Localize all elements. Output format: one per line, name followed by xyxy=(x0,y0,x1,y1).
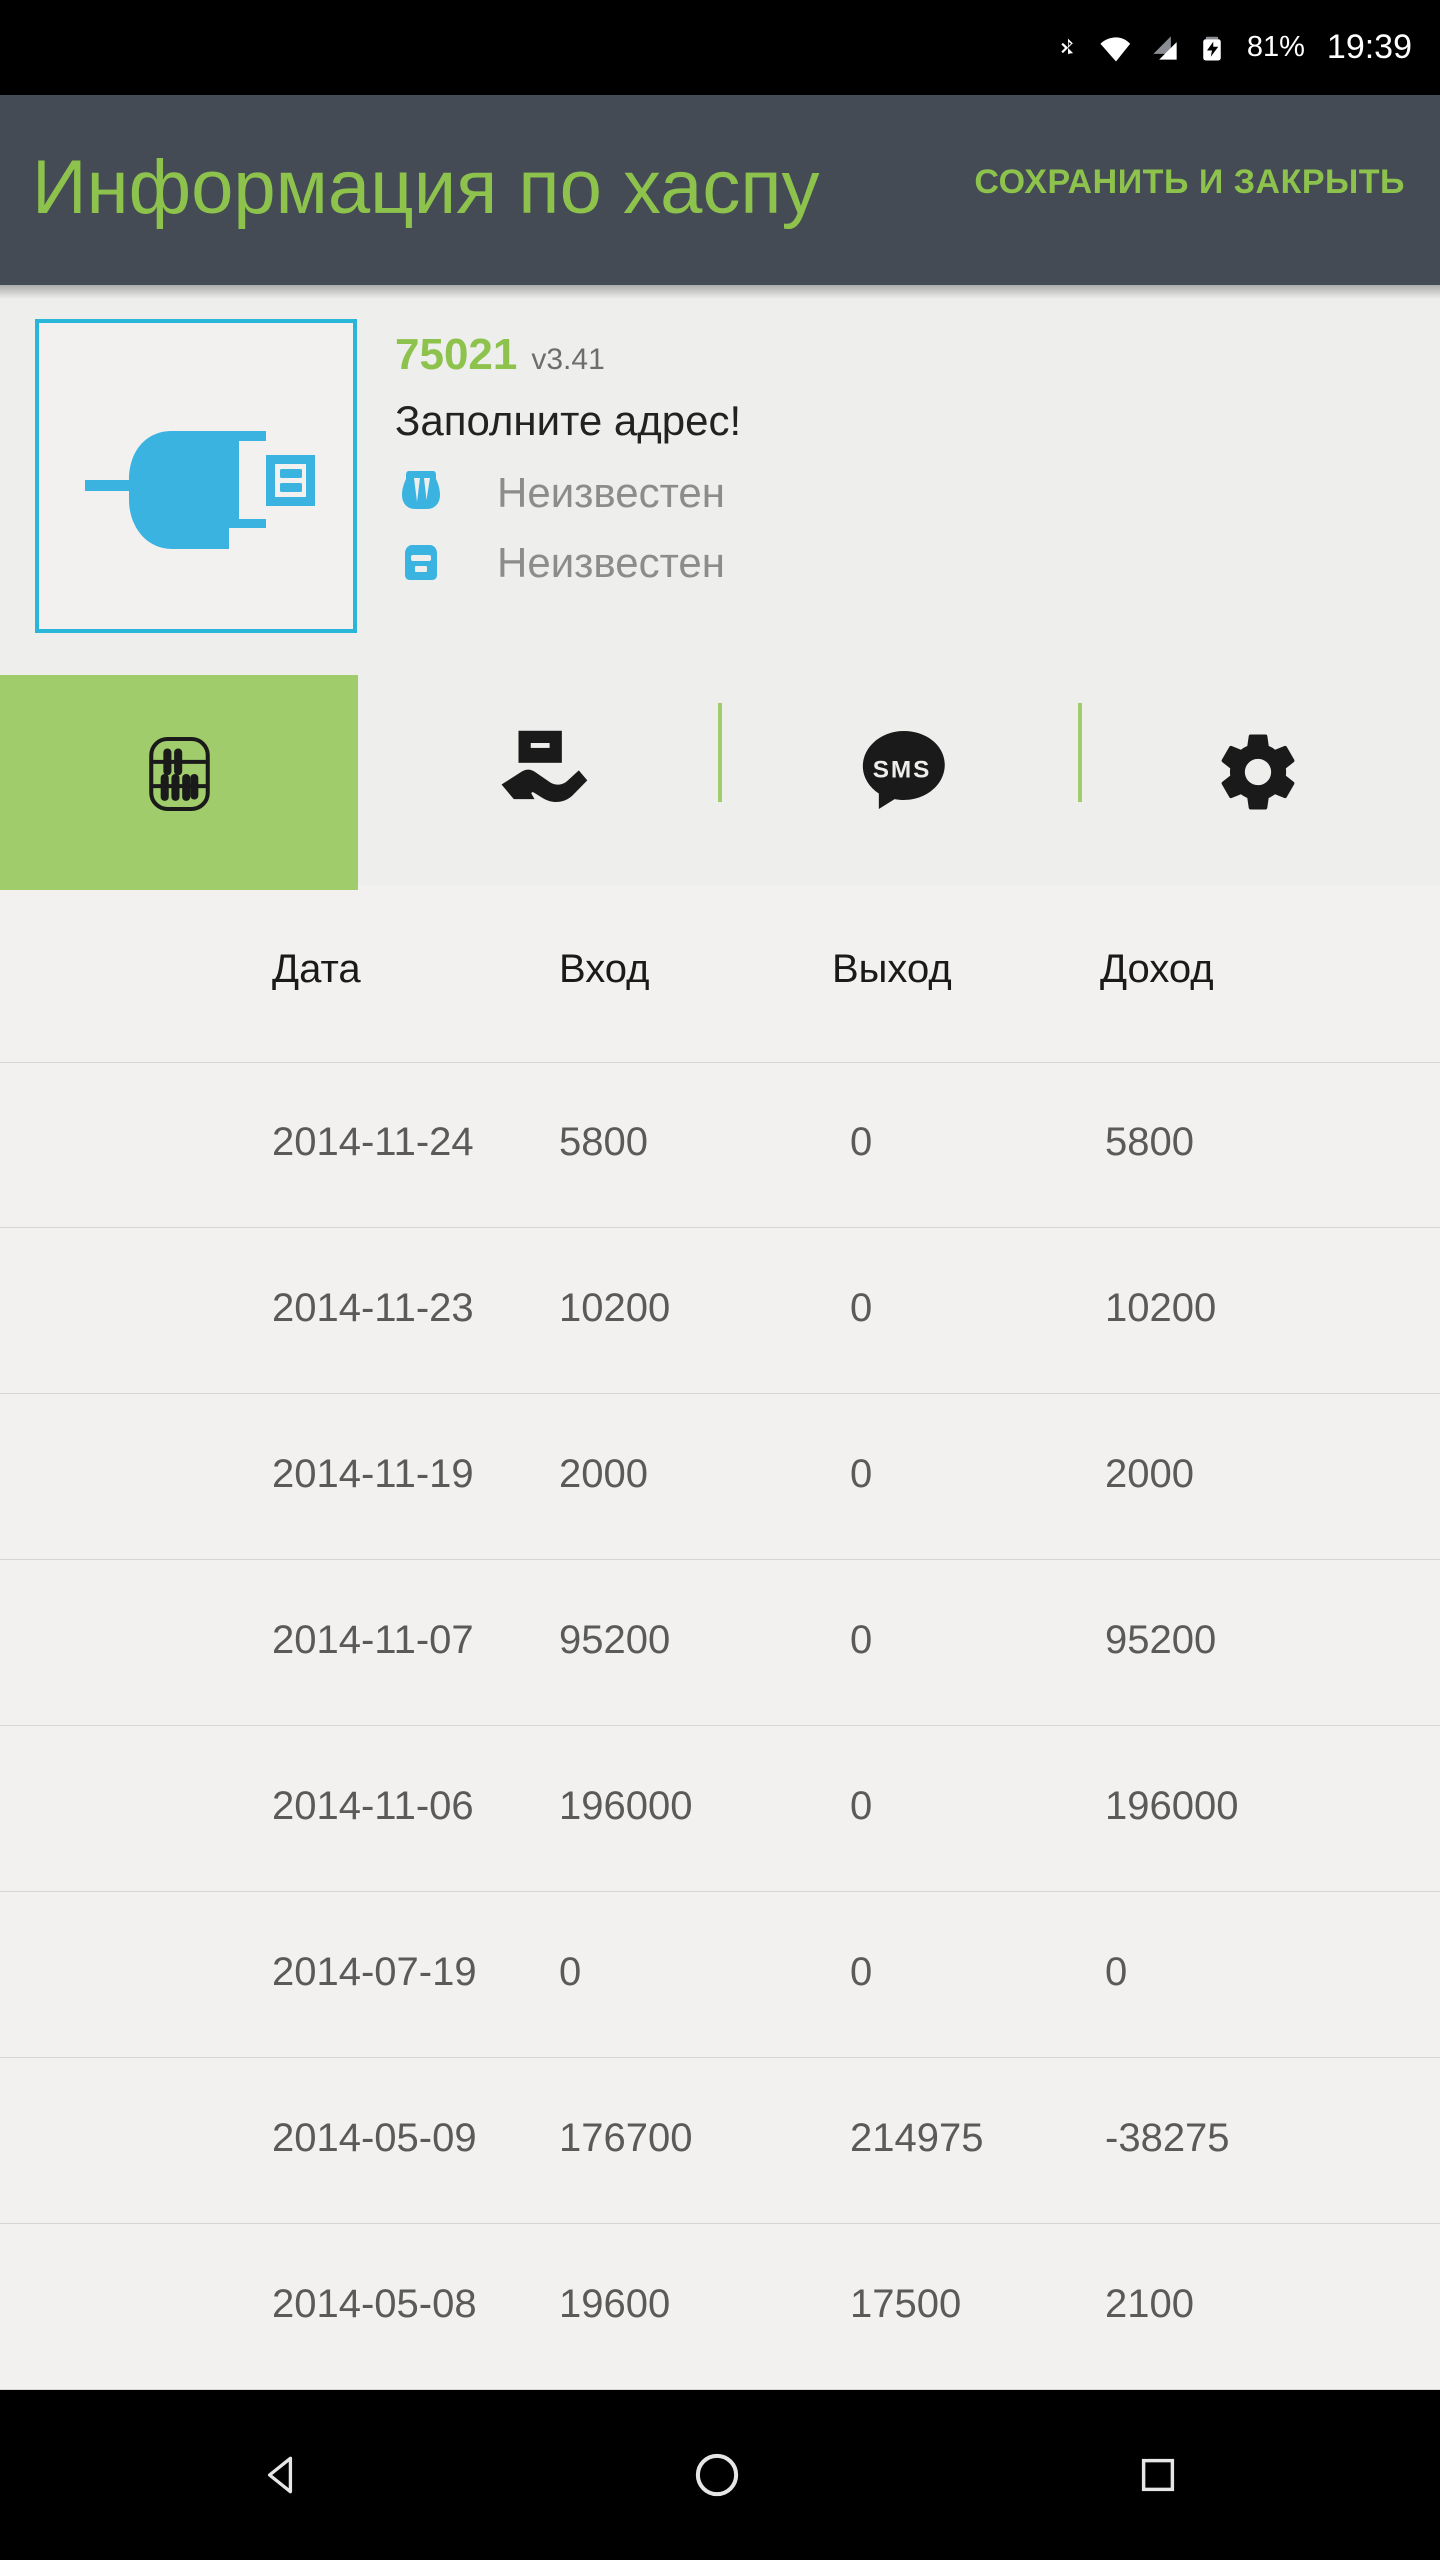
svg-text:SMS: SMS xyxy=(873,757,931,784)
